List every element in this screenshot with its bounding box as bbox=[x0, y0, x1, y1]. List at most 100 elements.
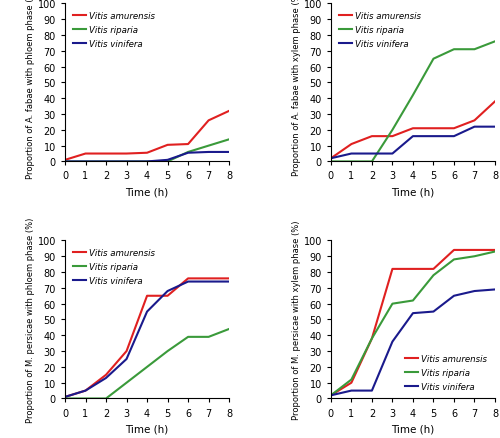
Vitis riparia bbox=[430, 273, 436, 278]
Vitis amurensis bbox=[103, 372, 109, 378]
Vitis riparia bbox=[226, 327, 232, 332]
Vitis riparia bbox=[492, 249, 498, 254]
Vitis amurensis bbox=[348, 380, 354, 385]
Vitis amurensis bbox=[492, 99, 498, 105]
Line: Vitis amurensis: Vitis amurensis bbox=[331, 102, 495, 159]
Vitis amurensis bbox=[103, 152, 109, 157]
Vitis vinifera bbox=[430, 309, 436, 314]
Legend: Vitis amurensis, Vitis riparia, Vitis vinifera: Vitis amurensis, Vitis riparia, Vitis vi… bbox=[70, 245, 158, 289]
Vitis vinifera bbox=[185, 151, 191, 156]
Vitis riparia bbox=[124, 159, 130, 165]
Vitis riparia bbox=[430, 57, 436, 62]
Vitis riparia bbox=[103, 159, 109, 165]
Line: Vitis vinifera: Vitis vinifera bbox=[65, 282, 229, 397]
Vitis amurensis bbox=[206, 276, 212, 281]
Vitis amurensis bbox=[226, 109, 232, 114]
Vitis amurensis bbox=[124, 349, 130, 354]
Vitis riparia bbox=[390, 301, 396, 307]
Vitis vinifera bbox=[348, 152, 354, 157]
Vitis vinifera bbox=[124, 357, 130, 362]
Vitis riparia bbox=[206, 144, 212, 149]
Vitis riparia bbox=[144, 159, 150, 165]
Y-axis label: Proportion of A. fabae with xylem phase (%): Proportion of A. fabae with xylem phase … bbox=[292, 0, 300, 176]
Vitis amurensis bbox=[206, 118, 212, 124]
Vitis vinifera bbox=[82, 159, 88, 165]
Vitis amurensis bbox=[472, 118, 478, 124]
Vitis riparia bbox=[390, 128, 396, 133]
Line: Vitis riparia: Vitis riparia bbox=[331, 42, 495, 162]
Vitis riparia bbox=[144, 364, 150, 370]
Vitis riparia bbox=[472, 47, 478, 53]
Vitis riparia bbox=[451, 47, 457, 53]
Y-axis label: Proportion of A. fabae with phloem phase (%): Proportion of A. fabae with phloem phase… bbox=[26, 0, 35, 179]
Vitis amurensis bbox=[410, 267, 416, 272]
Vitis vinifera bbox=[185, 279, 191, 285]
Vitis riparia bbox=[369, 159, 375, 165]
Vitis riparia bbox=[328, 393, 334, 398]
Vitis riparia bbox=[348, 159, 354, 165]
Vitis vinifera bbox=[369, 388, 375, 393]
Line: Vitis vinifera: Vitis vinifera bbox=[331, 290, 495, 396]
Legend: Vitis amurensis, Vitis riparia, Vitis vinifera: Vitis amurensis, Vitis riparia, Vitis vi… bbox=[402, 351, 490, 394]
Line: Vitis riparia: Vitis riparia bbox=[331, 252, 495, 396]
Vitis amurensis bbox=[390, 267, 396, 272]
Vitis vinifera bbox=[410, 311, 416, 316]
Vitis vinifera bbox=[390, 339, 396, 344]
Vitis vinifera bbox=[62, 159, 68, 165]
Legend: Vitis amurensis, Vitis riparia, Vitis vinifera: Vitis amurensis, Vitis riparia, Vitis vi… bbox=[70, 9, 158, 52]
Vitis amurensis bbox=[144, 151, 150, 156]
Vitis vinifera bbox=[369, 152, 375, 157]
X-axis label: Time (h): Time (h) bbox=[392, 187, 434, 197]
Y-axis label: Proportion of M. persicae with xylem phase (%): Proportion of M. persicae with xylem pha… bbox=[292, 220, 300, 419]
Vitis riparia bbox=[164, 349, 170, 354]
Vitis riparia bbox=[369, 336, 375, 341]
Vitis vinifera bbox=[328, 393, 334, 398]
Vitis riparia bbox=[82, 159, 88, 165]
Vitis vinifera bbox=[124, 159, 130, 165]
Vitis amurensis bbox=[82, 388, 88, 393]
Line: Vitis amurensis: Vitis amurensis bbox=[331, 251, 495, 396]
Vitis riparia bbox=[185, 335, 191, 340]
Vitis riparia bbox=[206, 335, 212, 340]
Vitis vinifera bbox=[226, 279, 232, 285]
Vitis vinifera bbox=[103, 375, 109, 381]
Vitis amurensis bbox=[185, 276, 191, 281]
Vitis amurensis bbox=[226, 276, 232, 281]
Vitis vinifera bbox=[328, 156, 334, 162]
Vitis riparia bbox=[451, 257, 457, 262]
Legend: Vitis amurensis, Vitis riparia, Vitis vinifera: Vitis amurensis, Vitis riparia, Vitis vi… bbox=[335, 9, 424, 52]
Vitis riparia bbox=[348, 377, 354, 382]
Vitis vinifera bbox=[472, 125, 478, 130]
Vitis vinifera bbox=[206, 150, 212, 155]
Line: Vitis amurensis: Vitis amurensis bbox=[65, 112, 229, 160]
Vitis amurensis bbox=[430, 267, 436, 272]
Vitis vinifera bbox=[82, 388, 88, 393]
Vitis amurensis bbox=[164, 293, 170, 299]
Vitis riparia bbox=[62, 159, 68, 165]
Vitis vinifera bbox=[492, 287, 498, 293]
Vitis amurensis bbox=[82, 152, 88, 157]
X-axis label: Time (h): Time (h) bbox=[126, 187, 168, 197]
Vitis amurensis bbox=[390, 134, 396, 139]
Vitis vinifera bbox=[390, 152, 396, 157]
Vitis vinifera bbox=[451, 293, 457, 299]
Vitis amurensis bbox=[369, 134, 375, 139]
Vitis riparia bbox=[164, 159, 170, 165]
Line: Vitis vinifera: Vitis vinifera bbox=[331, 127, 495, 159]
Vitis riparia bbox=[472, 254, 478, 259]
Vitis vinifera bbox=[164, 158, 170, 163]
Vitis riparia bbox=[185, 150, 191, 155]
Vitis amurensis bbox=[472, 248, 478, 253]
Vitis riparia bbox=[103, 396, 109, 401]
Vitis amurensis bbox=[451, 248, 457, 253]
Vitis riparia bbox=[124, 380, 130, 385]
Vitis amurensis bbox=[451, 126, 457, 131]
Vitis amurensis bbox=[62, 394, 68, 399]
Vitis riparia bbox=[62, 396, 68, 401]
Vitis vinifera bbox=[348, 388, 354, 393]
Vitis amurensis bbox=[328, 156, 334, 162]
X-axis label: Time (h): Time (h) bbox=[392, 423, 434, 433]
Vitis vinifera bbox=[164, 289, 170, 294]
Line: Vitis riparia: Vitis riparia bbox=[65, 329, 229, 399]
Vitis amurensis bbox=[410, 126, 416, 131]
